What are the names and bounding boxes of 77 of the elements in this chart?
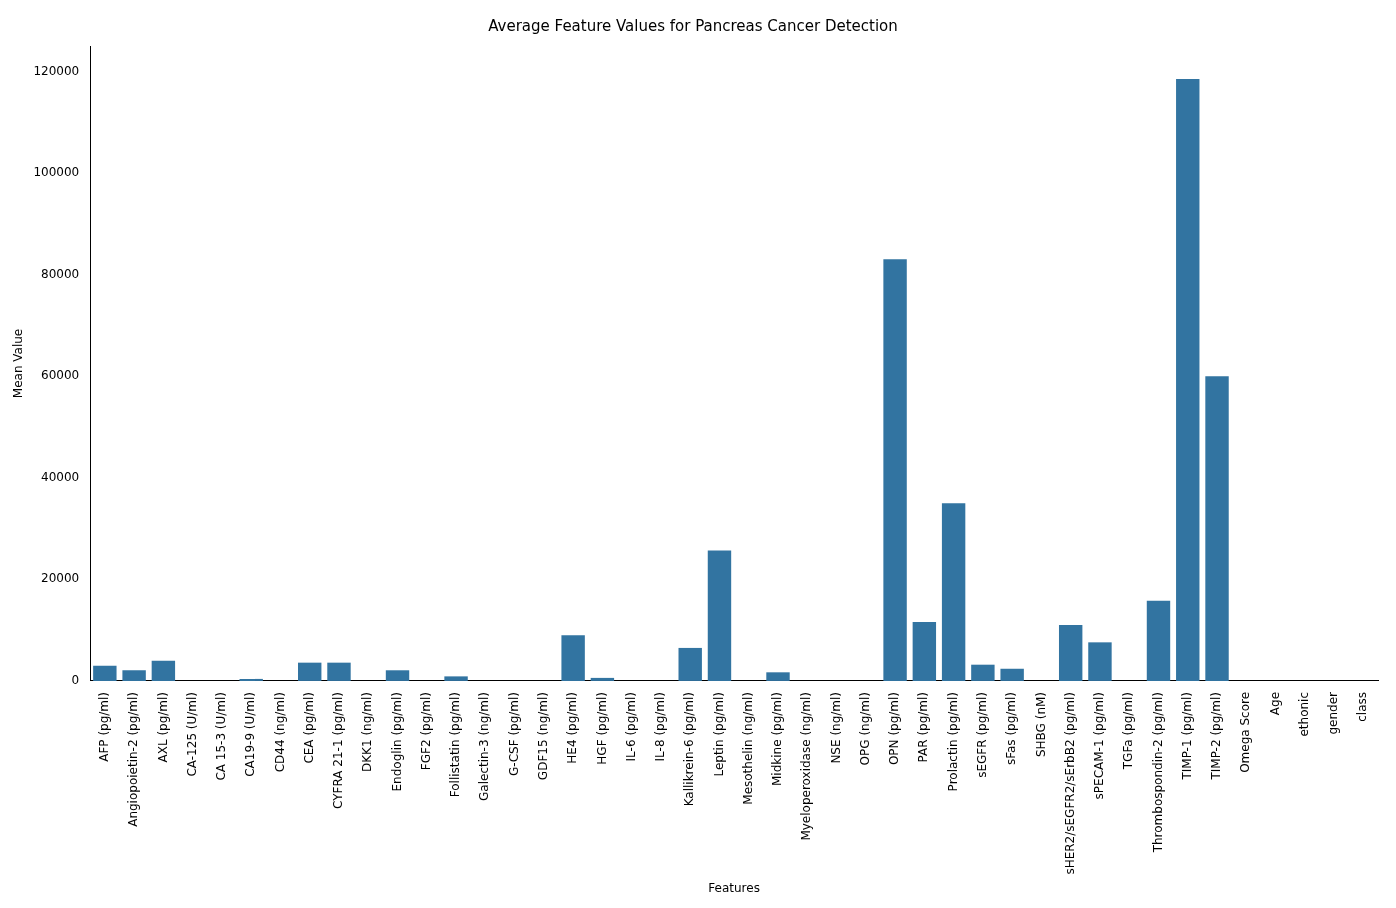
bar	[122, 670, 146, 681]
y-tick-label: 20000	[41, 571, 80, 586]
x-tick-label: Prolactin (pg/ml)	[945, 691, 960, 792]
x-tick-label: FGF2 (pg/ml)	[418, 691, 433, 771]
x-tick-label: TGFa (pg/ml)	[1121, 691, 1136, 771]
bar	[327, 662, 351, 681]
x-tick-label: NSE (ng/ml)	[828, 691, 843, 764]
x-tick-label: OPG (ng/ml)	[857, 691, 872, 766]
bar	[93, 665, 117, 681]
y-tick-label: 80000	[41, 266, 80, 281]
y-tick-label: 120000	[33, 63, 80, 78]
x-tick-label: Endoglin (pg/ml)	[389, 691, 404, 792]
x-tick-label: sPECAM-1 (pg/ml)	[1092, 691, 1107, 800]
bar	[766, 672, 790, 681]
x-tick-label: sEGFR (pg/ml)	[975, 691, 990, 778]
bar	[1088, 642, 1112, 681]
x-tick-label: sFas (pg/ml)	[1004, 691, 1019, 766]
bar	[883, 259, 907, 681]
y-axis-title: Mean Value	[11, 328, 26, 399]
x-tick-label: HGF (pg/ml)	[594, 691, 609, 765]
x-tick-label: Galectin-3 (ng/ml)	[477, 691, 492, 801]
x-tick-label: AFP (pg/ml)	[96, 691, 111, 762]
x-tick-label: CA19-9 (U/ml)	[243, 691, 258, 777]
x-tick-label: Leptin (pg/ml)	[711, 691, 726, 777]
x-axis-title: Features	[708, 880, 760, 895]
x-tick-label: G-CSF (pg/ml)	[506, 691, 521, 776]
x-tick-label: class	[1355, 691, 1370, 722]
x-tick-label: IL-8 (pg/ml)	[653, 691, 668, 762]
bar	[678, 647, 702, 681]
x-tick-label: Kallikrein-6 (pg/ml)	[682, 691, 697, 807]
x-tick-label: AXL (pg/ml)	[155, 691, 170, 763]
x-tick-label: SHBG (nM)	[1033, 691, 1048, 758]
bar	[444, 676, 468, 681]
x-tick-label: Age	[1267, 691, 1282, 716]
bar	[561, 635, 585, 681]
y-tick-label: 0	[71, 673, 80, 688]
bar	[239, 678, 263, 681]
x-tick-label: CA 15-3 (U/ml)	[214, 691, 229, 781]
x-tick-label: Follistatin (pg/ml)	[448, 691, 463, 798]
bar	[1000, 668, 1024, 681]
x-tick-label: Midkine (pg/ml)	[770, 691, 785, 787]
bar	[971, 664, 995, 681]
x-tick-label: OPN (pg/ml)	[887, 691, 902, 766]
bar	[298, 662, 322, 681]
chart-title: Average Feature Values for Pancreas Cancer Detection	[488, 16, 898, 35]
x-tick-label: CD44 (ng/ml)	[272, 691, 287, 773]
x-tick-label: gender	[1326, 691, 1341, 735]
x-tick-label: sHER2/sEGFR2/sErbB2 (pg/ml)	[1062, 691, 1077, 875]
x-tick-label: HE4 (pg/ml)	[565, 691, 580, 764]
bar	[1146, 600, 1171, 681]
bar	[151, 660, 176, 681]
y-tick-label: 100000	[33, 165, 80, 180]
x-tick-label: CYFRA 21-1 (pg/ml)	[331, 691, 346, 809]
bar	[590, 677, 615, 681]
bar	[1058, 625, 1083, 681]
x-tick-label: TIMP-1 (pg/ml)	[1179, 691, 1194, 781]
x-tick-label: Myeloperoxidase (ng/ml)	[799, 691, 814, 841]
x-tick-label: TIMP-2 (pg/ml)	[1209, 691, 1224, 781]
bar	[1205, 376, 1229, 681]
bar	[1176, 79, 1200, 681]
x-tick-label: CA-125 (U/ml)	[184, 691, 199, 777]
bar	[912, 622, 937, 681]
x-tick-label: GDF15 (ng/ml)	[535, 691, 550, 781]
bar	[941, 503, 966, 681]
x-tick-label: Thrombospondin-2 (pg/ml)	[1150, 691, 1165, 854]
x-tick-label: Angiopoietin-2 (pg/ml)	[126, 691, 141, 827]
x-tick-label: DKK1 (ng/ml)	[360, 691, 375, 773]
x-tick-label: IL-6 (pg/ml)	[623, 691, 638, 762]
x-tick-label: CEA (pg/ml)	[301, 691, 316, 764]
bar	[385, 670, 410, 681]
y-tick-label: 60000	[41, 368, 80, 383]
x-tick-label: ethonic	[1296, 691, 1311, 737]
x-tick-label: Omega Score	[1238, 691, 1253, 773]
x-tick-label: PAR (pg/ml)	[916, 691, 931, 763]
y-tick-label: 40000	[41, 469, 80, 484]
x-tick-label: Mesothelin (ng/ml)	[740, 691, 755, 805]
bar	[707, 550, 732, 681]
